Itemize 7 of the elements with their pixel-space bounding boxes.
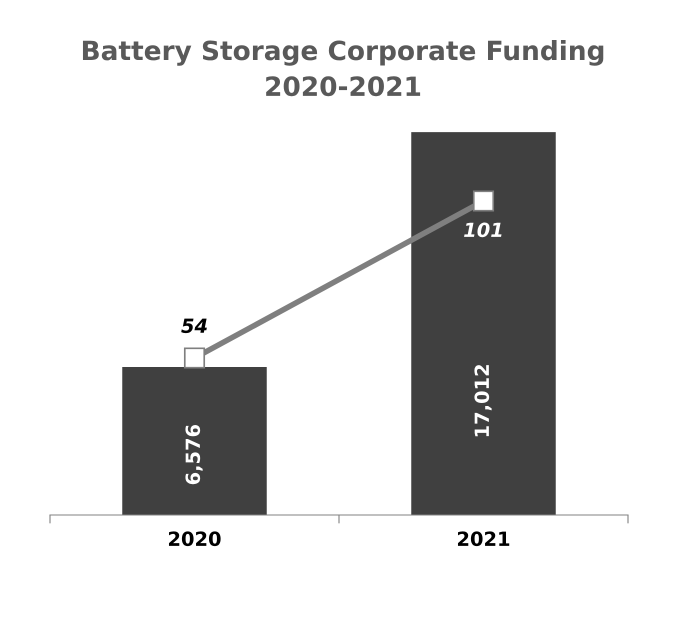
- data-label: 101: [464, 222, 502, 238]
- chart-title: Battery Storage Corporate Funding 2020-2021: [82, 40, 604, 96]
- data-label: 6,576: [185, 424, 203, 484]
- data-label: 54: [181, 318, 207, 334]
- data-label: 17,012: [474, 365, 492, 436]
- x-tick-label: 2021: [458, 531, 510, 546]
- x-tick-label: 2020: [168, 531, 221, 546]
